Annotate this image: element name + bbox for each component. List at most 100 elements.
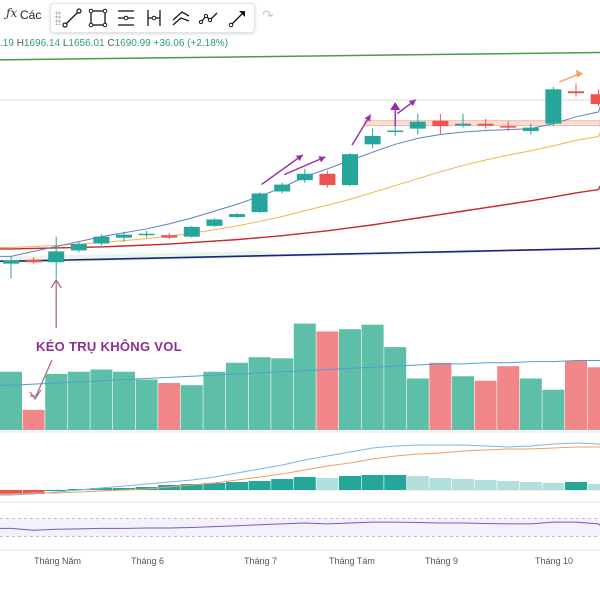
volume-bar (474, 380, 497, 430)
macd-histogram-bar (339, 476, 361, 490)
volume-bar (226, 362, 248, 430)
volume-bar (0, 371, 22, 430)
volume-bar (497, 366, 520, 430)
volume-bar (67, 371, 90, 430)
candle-body (432, 120, 449, 127)
candle-body (545, 89, 562, 124)
candle-body (138, 233, 155, 236)
macd-histogram-bar (45, 490, 68, 491)
purple-arrow-head (408, 99, 416, 107)
macd-histogram-bar (113, 488, 135, 490)
arrow-tool-icon[interactable] (227, 7, 249, 29)
orange-arrow-head (576, 69, 583, 78)
candle-body (48, 251, 65, 263)
x-axis-label: Tháng 6 (131, 556, 165, 566)
candle-body (409, 121, 426, 129)
volume-bar (429, 362, 452, 430)
x-axis-label: Tháng Tám (329, 556, 375, 566)
ohlc-close-label: C (107, 38, 115, 49)
candle-body (183, 226, 200, 237)
ohlc-legend: .19 H1696.14 L1656.01 C1690.99 +36.06 (+… (0, 38, 228, 49)
macd-histogram-bar (497, 481, 520, 490)
rsi-line (0, 521, 600, 531)
ohlc-close: 1690.99 (114, 38, 151, 49)
resistance-trendline (0, 51, 600, 61)
ohlc-low-label: L (62, 38, 69, 49)
candle-body (500, 126, 517, 128)
macd-histogram-bar (203, 483, 226, 490)
parallel-channel-icon[interactable] (170, 7, 192, 29)
redo-icon[interactable]: ↷ (262, 7, 274, 23)
purple-arrow-head (364, 114, 371, 122)
candle-body (342, 154, 358, 186)
rectangle-icon[interactable] (87, 7, 109, 29)
purple-arrow-head (295, 154, 303, 162)
ohlc-high: 1696.14 (23, 38, 61, 49)
ma-base-line (0, 247, 600, 263)
candle-body (274, 184, 291, 192)
macd-histogram-bar (271, 479, 294, 490)
candle-body (93, 236, 110, 244)
purple-trend-arrow (261, 154, 304, 186)
macd-histogram-bar (542, 483, 565, 490)
candle-body (25, 259, 42, 263)
annotation-arrow-head (50, 278, 62, 289)
purple-arrow-head (318, 156, 326, 163)
macd-histogram-bar (587, 484, 600, 490)
annotation-arrow (30, 359, 53, 397)
ma-long-line (0, 185, 600, 250)
x-axis-label: Tháng 7 (244, 556, 278, 566)
macd-histogram-bar (22, 490, 45, 494)
macd-histogram-bar (226, 482, 248, 490)
volume-bar (158, 382, 181, 430)
candle-body (477, 123, 494, 126)
volume-bar (90, 369, 113, 430)
top-toolbar: ƒx Các ↷ (0, 0, 600, 34)
volume-bar (384, 347, 407, 430)
candle-body (70, 244, 87, 251)
macd-histogram-bar (293, 477, 316, 490)
drag-grip-icon[interactable] (55, 11, 61, 25)
ohlc-high-label: H (16, 38, 24, 49)
volume-bar (316, 331, 339, 430)
volume-bar (565, 360, 587, 430)
macd-histogram-bar (384, 475, 407, 490)
volume-bar (542, 389, 565, 430)
macd-histogram-bar (452, 479, 474, 490)
volume-bar (406, 378, 429, 430)
fib-retracement-icon[interactable] (115, 7, 137, 29)
macd-histogram-bar (316, 478, 339, 490)
indicators-button[interactable]: Các (20, 8, 42, 22)
ma-mid-line (0, 132, 600, 248)
volume-bar (339, 329, 361, 430)
volume-bar (293, 323, 316, 430)
x-axis-label: Tháng 9 (425, 556, 459, 566)
candle-body (455, 123, 471, 126)
orange-trend-arrow (559, 72, 581, 83)
volume-bar (452, 376, 474, 430)
path-icon[interactable] (198, 7, 220, 29)
indicators-fx-icon[interactable]: ƒx (6, 6, 18, 20)
purple-arrow-head (390, 102, 401, 111)
macd-histogram-bar (406, 476, 429, 490)
trend-line-icon[interactable] (61, 7, 83, 29)
long-position-icon[interactable] (143, 7, 165, 29)
macd-histogram-bar (519, 482, 542, 490)
candle-body (161, 235, 178, 238)
candle-body (568, 91, 584, 94)
volume-bar (519, 378, 542, 430)
ohlc-open: .19 (0, 38, 14, 49)
volume-bar (135, 379, 158, 430)
candle-body (3, 260, 19, 264)
macd-histogram-bar (361, 475, 384, 490)
macd-histogram-bar (248, 481, 271, 490)
candle-body (296, 173, 313, 181)
volume-bar (361, 324, 384, 430)
macd-histogram-bar (90, 488, 113, 490)
candle-body (522, 127, 539, 132)
candle-body (319, 173, 336, 186)
volume-bar (203, 371, 226, 430)
candle-body (229, 214, 245, 218)
x-axis-label: Tháng Năm (34, 556, 82, 566)
